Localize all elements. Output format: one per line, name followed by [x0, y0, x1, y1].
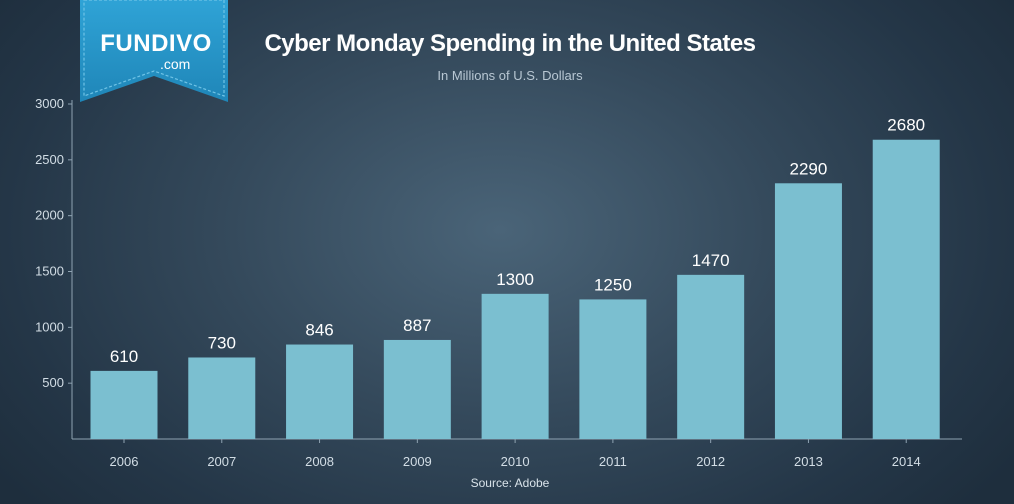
bar-2010	[481, 293, 549, 439]
x-tick-label: 2008	[305, 454, 334, 469]
y-tick-label: 2500	[35, 152, 64, 167]
y-tick-label: 1000	[35, 319, 64, 334]
x-tick-label: 2010	[501, 454, 530, 469]
brand-domain: .com	[160, 56, 191, 72]
bar-2007	[188, 357, 256, 439]
data-label: 846	[305, 321, 333, 340]
y-tick-label: 3000	[35, 96, 64, 111]
data-label: 1250	[594, 275, 632, 294]
y-tick-label: 500	[42, 375, 64, 390]
x-tick-label: 2007	[207, 454, 236, 469]
bar-2014	[872, 139, 940, 439]
bar-2013	[774, 183, 842, 439]
data-label: 1300	[496, 270, 534, 289]
chart-subtitle: In Millions of U.S. Dollars	[437, 68, 583, 83]
data-label: 1470	[692, 251, 730, 270]
brand-logo: FUNDIVO	[100, 30, 212, 57]
bar-2011	[579, 299, 647, 439]
x-tick-label: 2013	[794, 454, 823, 469]
x-tick-label: 2014	[892, 454, 921, 469]
bar-2009	[383, 339, 451, 439]
chart-title: Cyber Monday Spending in the United Stat…	[264, 30, 756, 57]
x-tick-label: 2012	[696, 454, 725, 469]
bar-2006	[90, 370, 158, 439]
y-tick-label: 1500	[35, 264, 64, 279]
data-label: 730	[208, 333, 236, 352]
x-tick-label: 2011	[599, 454, 627, 469]
bar-2012	[677, 274, 745, 439]
source-note: Source: Adobe	[470, 476, 550, 490]
data-label: 2680	[887, 116, 925, 135]
brand-ribbon	[80, 0, 228, 102]
x-tick-label: 2006	[110, 454, 139, 469]
y-tick-label: 2000	[35, 208, 64, 223]
data-label: 610	[110, 347, 138, 366]
x-tick-label: 2009	[403, 454, 432, 469]
data-label: 887	[403, 316, 431, 335]
bar-2008	[286, 344, 354, 439]
data-label: 2290	[790, 159, 828, 178]
